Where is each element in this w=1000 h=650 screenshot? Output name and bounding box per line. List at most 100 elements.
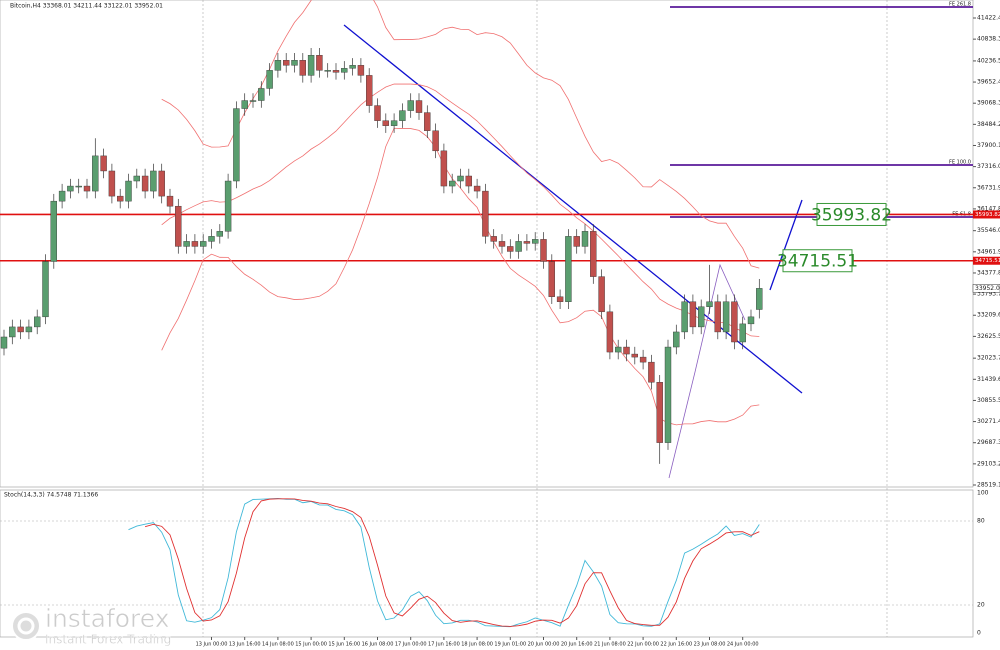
x-tick-label: 20 Jun 16:00 — [561, 642, 593, 648]
level-box — [973, 256, 1000, 265]
y-tick-label: 31439.60 — [977, 376, 1000, 383]
candle-body — [482, 190, 489, 237]
x-tick-label: 17 Jun 16:00 — [428, 642, 460, 648]
candle-body — [532, 239, 539, 244]
candle-body — [656, 382, 663, 443]
x-tick-label: 24 Jun 00:00 — [727, 642, 759, 648]
x-tick-label: 15 Jun 16:00 — [328, 642, 360, 648]
candle-body — [307, 55, 315, 76]
candle-body — [50, 200, 57, 262]
candle-body — [706, 301, 713, 307]
candle-body — [606, 311, 614, 353]
y-tick-label: 35546.00 — [977, 227, 1000, 234]
candle-body — [316, 55, 323, 71]
candle-body — [590, 231, 597, 277]
candle-body — [158, 170, 165, 197]
candle-body — [283, 60, 290, 66]
candle-body — [747, 316, 755, 325]
candle-body — [58, 190, 66, 202]
candle-body — [540, 239, 547, 262]
candle-body — [722, 301, 730, 333]
candle-body — [465, 175, 472, 187]
stoch-signal — [144, 498, 760, 627]
candle-body — [224, 180, 232, 232]
main-pane — [0, 0, 974, 488]
candle-body — [357, 65, 365, 76]
x-tick-label: 13 Jun 00:00 — [196, 642, 228, 648]
candle-body — [648, 361, 655, 383]
x-tick-label: 13 Jun 16:00 — [229, 642, 261, 648]
candle-body — [399, 110, 406, 121]
fibo-label: FE 100.0 — [949, 160, 971, 166]
fibo-path — [668, 263, 746, 479]
candle-body — [233, 108, 240, 182]
stoch-tick-label: 80 — [977, 518, 985, 525]
candle-body — [473, 185, 481, 192]
logo-tagline: Instant Forex Trading — [45, 633, 171, 647]
candle-body — [382, 120, 389, 126]
y-tick-label: 29687.30 — [977, 439, 1000, 446]
candle-body — [415, 100, 423, 113]
candle-body — [83, 185, 91, 192]
candle-body — [515, 241, 522, 252]
candle-body — [739, 323, 746, 343]
y-tick-label: 28519.10 — [977, 482, 1000, 489]
candle-body — [698, 306, 705, 328]
y-tick-label: 34377.80 — [977, 269, 1000, 276]
candle-body — [374, 105, 381, 121]
logo-name: instaforex — [45, 604, 170, 633]
candle-body — [241, 100, 248, 109]
candle-body — [133, 175, 141, 182]
y-tick-label: 32023.70 — [977, 355, 1000, 362]
y-tick-label: 37900.10 — [977, 142, 1000, 149]
candle-body — [191, 241, 199, 247]
current-price-label: 33952.01 — [975, 285, 1000, 292]
candle-body — [639, 356, 647, 363]
candle-body — [714, 301, 721, 333]
candle-body — [424, 112, 431, 131]
candle-body — [166, 195, 174, 207]
fibo-expansion: FE 261.8FE 100.0FE 61.8 — [670, 2, 973, 218]
x-tick-label: 22 Jun 00:00 — [627, 642, 659, 648]
y-tick-label: 41422.44 — [977, 15, 1000, 22]
candle-body — [681, 301, 688, 333]
x-tick-label: 19 Jun 01:00 — [494, 642, 526, 648]
x-tick-label: 21 Jun 08:00 — [594, 642, 626, 648]
candle-body — [274, 60, 282, 71]
stoch-title: Stoch(14,3,3) 74.5748 71.1366 — [4, 492, 98, 499]
level-callout — [816, 202, 887, 226]
candle-body — [258, 88, 265, 101]
candle-body — [0, 336, 8, 349]
y-tick-label: 37316.00 — [977, 163, 1000, 170]
candle-body — [266, 70, 273, 89]
candle-body — [573, 236, 580, 247]
candle-body — [67, 185, 74, 192]
level-callout — [782, 249, 853, 273]
candle-body — [565, 236, 572, 302]
candle-body — [141, 175, 149, 192]
y-tick-label: 33209.60 — [977, 312, 1000, 319]
y-tick-label: 34961.90 — [977, 248, 1000, 255]
candle-body — [92, 155, 99, 192]
candle-body — [598, 276, 605, 313]
level-callout-label: 34715.51 — [777, 252, 858, 272]
x-tick-label: 22 Jun 16:00 — [660, 642, 692, 648]
stoch-tick-label: 0 — [977, 630, 981, 637]
candle-body — [432, 130, 439, 152]
candle-body — [490, 236, 497, 242]
candle-body — [366, 75, 373, 106]
candle-body — [199, 241, 207, 247]
candle-body — [332, 70, 340, 73]
header: Bitcoin,H4 33368.01 34211.44 33122.01 33… — [10, 3, 163, 10]
x-tick-label: 15 Jun 00:00 — [295, 642, 327, 648]
x-tick-label: 14 Jun 08:00 — [262, 642, 294, 648]
stoch-pane — [0, 489, 974, 638]
candle-body — [42, 261, 49, 318]
y-tick-label: 39068.30 — [977, 100, 1000, 107]
candle-body — [556, 296, 564, 302]
y-tick-label: 39652.40 — [977, 79, 1000, 86]
level-box — [973, 210, 1000, 219]
candle-body — [615, 346, 622, 353]
candle-body — [108, 170, 116, 197]
